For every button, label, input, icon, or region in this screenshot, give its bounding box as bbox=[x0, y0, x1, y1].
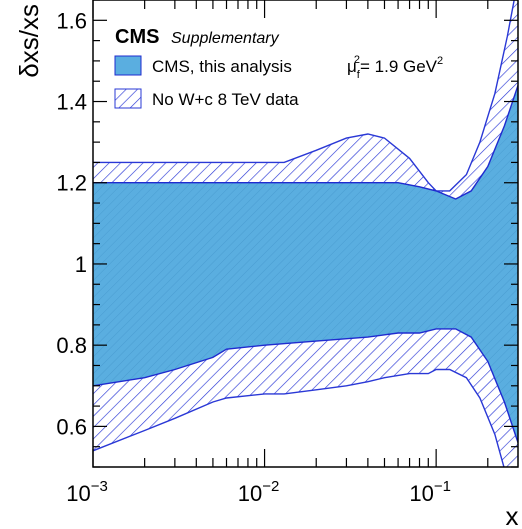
legend-label-no-wc: No W+c 8 TeV data bbox=[152, 90, 299, 109]
y-tick-label: 1.4 bbox=[56, 90, 87, 115]
scale-sub: f bbox=[357, 69, 361, 81]
legend-swatch-cms bbox=[114, 55, 142, 76]
x-tick-label: 10−3 bbox=[66, 478, 108, 506]
cms-tag: Supplementary bbox=[171, 30, 280, 47]
band-no-wc-upper-edge bbox=[93, 0, 515, 192]
scale-sup: 2 bbox=[354, 54, 360, 66]
x-axis-title: x bbox=[506, 501, 519, 529]
plot-frame bbox=[92, 0, 519, 468]
legend: CMS Supplementary CMS, this analysis No … bbox=[114, 26, 443, 109]
scale-unit-sup: 2 bbox=[437, 55, 443, 67]
band-cms-lower-edge bbox=[93, 328, 518, 443]
scale-value: = 1.9 GeV bbox=[360, 57, 438, 76]
scale-mu: μ bbox=[347, 57, 357, 76]
band-cms-texture bbox=[93, 85, 518, 443]
ticks-layer: 0.6 0.8 1 1.2 1.4 1.6 10−3 10−2 10−1 bbox=[56, 0, 518, 506]
y-axis-title: δxs/xs bbox=[14, 4, 44, 78]
scale-annotation: μf 2= 1.9 GeV2 bbox=[347, 54, 443, 81]
y-tick-label: 1 bbox=[75, 252, 87, 277]
band-cms-upper-edge bbox=[93, 85, 518, 200]
y-tick-label: 1.2 bbox=[56, 171, 87, 196]
y-tick-label: 1.6 bbox=[56, 8, 87, 33]
bands-layer bbox=[93, 0, 518, 467]
legend-swatch-no-wc bbox=[114, 88, 142, 109]
band-no-wc-lower-edge bbox=[93, 368, 505, 467]
x-tick-label: 10−2 bbox=[238, 478, 280, 506]
x-tick-label: 10−1 bbox=[409, 478, 451, 506]
cms-brand: CMS bbox=[115, 26, 159, 48]
y-tick-label: 0.6 bbox=[56, 414, 87, 439]
y-tick-label: 0.8 bbox=[56, 333, 87, 358]
legend-label-cms: CMS, this analysis bbox=[152, 57, 292, 76]
